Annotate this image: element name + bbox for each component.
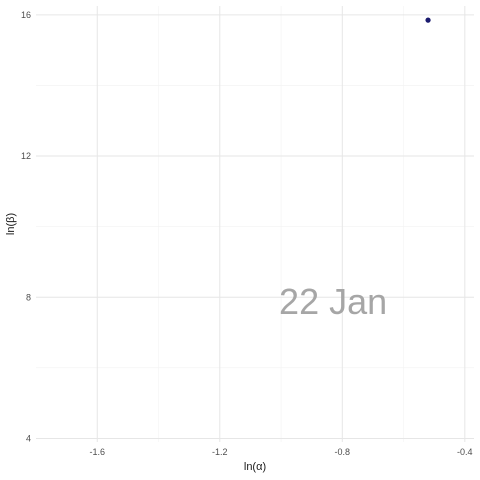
minor-gridlines bbox=[36, 6, 474, 442]
x-tick-label: -1.6 bbox=[90, 447, 106, 457]
y-tick-label: 16 bbox=[21, 10, 31, 20]
x-tick-label: -1.2 bbox=[212, 447, 228, 457]
major-gridlines bbox=[36, 6, 474, 442]
x-tick-label: -0.8 bbox=[335, 447, 351, 457]
y-axis-ticks: 4 8 12 16 bbox=[21, 10, 31, 444]
data-points bbox=[425, 17, 431, 23]
x-axis-ticks: -1.6 -1.2 -0.8 -0.4 bbox=[90, 447, 473, 457]
x-axis-title: ln(α) bbox=[244, 461, 266, 473]
x-tick-label: -0.4 bbox=[457, 447, 473, 457]
annotation-layer: 22 Jan bbox=[279, 281, 387, 322]
data-point bbox=[425, 17, 431, 23]
y-tick-label: 12 bbox=[21, 151, 31, 161]
y-tick-label: 8 bbox=[26, 292, 31, 302]
plot-panel: 22 Jan bbox=[36, 6, 474, 442]
y-tick-label: 4 bbox=[26, 433, 31, 443]
y-axis-title: ln(β) bbox=[5, 213, 17, 235]
date-annotation: 22 Jan bbox=[279, 281, 387, 322]
